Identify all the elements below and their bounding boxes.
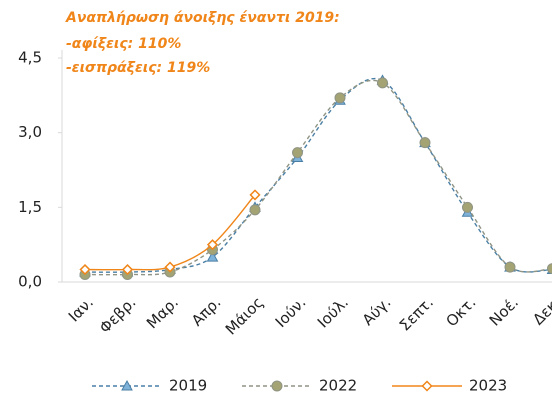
x-tick-label: Μαρ. [143,293,182,332]
marker [462,201,473,213]
marker [292,147,303,159]
x-tick-label: Ιαν. [65,293,97,325]
marker [421,380,433,392]
legend-label: 2022 [319,377,357,395]
y-tick-label: 1,5 [18,198,42,216]
marker [419,137,431,149]
marker [121,263,134,276]
legend-label: 2023 [469,377,507,395]
annotation: -εισπράξεις: 119% [66,60,210,76]
x-tick-label: Απρ. [188,293,224,329]
x-tick-label: Σεπτ. [396,293,437,334]
legend-label: 2019 [169,377,207,395]
x-tick-label: Αύγ. [359,293,395,329]
marker [206,239,219,251]
marker [334,92,346,104]
marker [121,379,133,391]
marker [271,380,283,392]
annotation: -αφίξεις: 110% [66,36,181,52]
marker [249,204,261,216]
x-tick-label: Φεβρ. [96,293,140,337]
x-tick-label: Δεκ. [529,293,552,328]
series-line [84,78,552,273]
y-tick-label: 0,0 [18,273,42,291]
series-line [84,79,552,276]
marker [249,189,261,201]
marker [504,261,516,273]
marker [79,263,91,276]
series-line [84,194,256,271]
marker [547,263,552,275]
x-tick-label: Μάιος [222,293,267,338]
y-tick-label: 3,0 [18,123,42,141]
x-tick-label: Οκτ. [442,293,479,330]
x-tick-label: Νοέ. [486,293,522,329]
marker [377,77,388,89]
marker [164,261,176,273]
x-tick-label: Ιούλ. [314,293,352,331]
annotation: Αναπλήρωση άνοιξης έναντι 2019: [65,10,340,26]
x-tick-label: Ιούν. [272,293,310,331]
y-tick-label: 4,5 [18,49,42,67]
marker [206,251,219,262]
